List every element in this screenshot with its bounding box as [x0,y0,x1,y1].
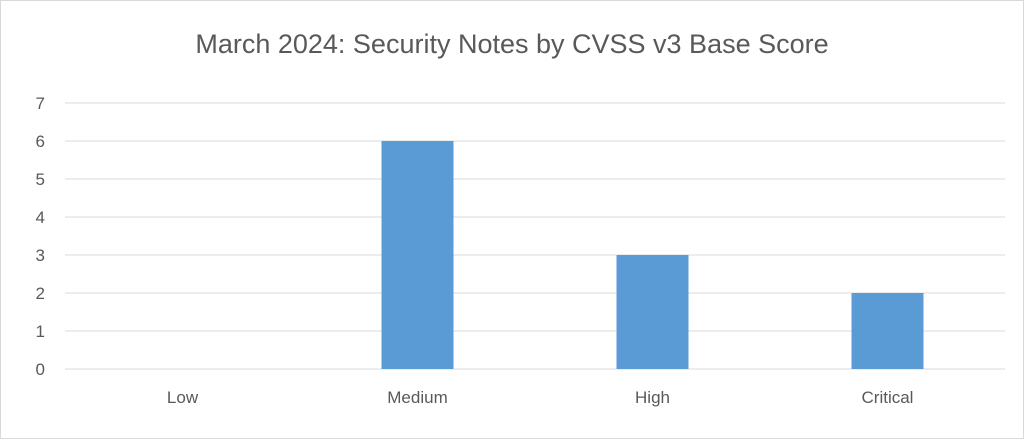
y-tick-label: 3 [36,246,45,265]
bar-critical [851,293,924,369]
y-tick-label: 0 [36,360,45,379]
chart-title: March 2024: Security Notes by CVSS v3 Ba… [195,29,828,59]
bars [381,141,924,369]
x-tick-label-low: Low [167,388,199,407]
x-axis-ticks: Low Medium High Critical [167,388,914,407]
gridlines [65,102,1005,370]
y-tick-label: 6 [36,132,45,151]
y-tick-label: 1 [36,322,45,341]
y-tick-label: 4 [36,208,45,227]
y-tick-label: 7 [36,94,45,113]
y-axis-ticks: 0 1 2 3 4 5 6 7 [36,94,45,379]
bar-high [616,255,689,369]
x-tick-label-medium: Medium [387,388,447,407]
y-tick-label: 2 [36,284,45,303]
x-tick-label-high: High [635,388,670,407]
x-tick-label-critical: Critical [862,388,914,407]
bar-medium [381,141,454,369]
y-tick-label: 5 [36,170,45,189]
